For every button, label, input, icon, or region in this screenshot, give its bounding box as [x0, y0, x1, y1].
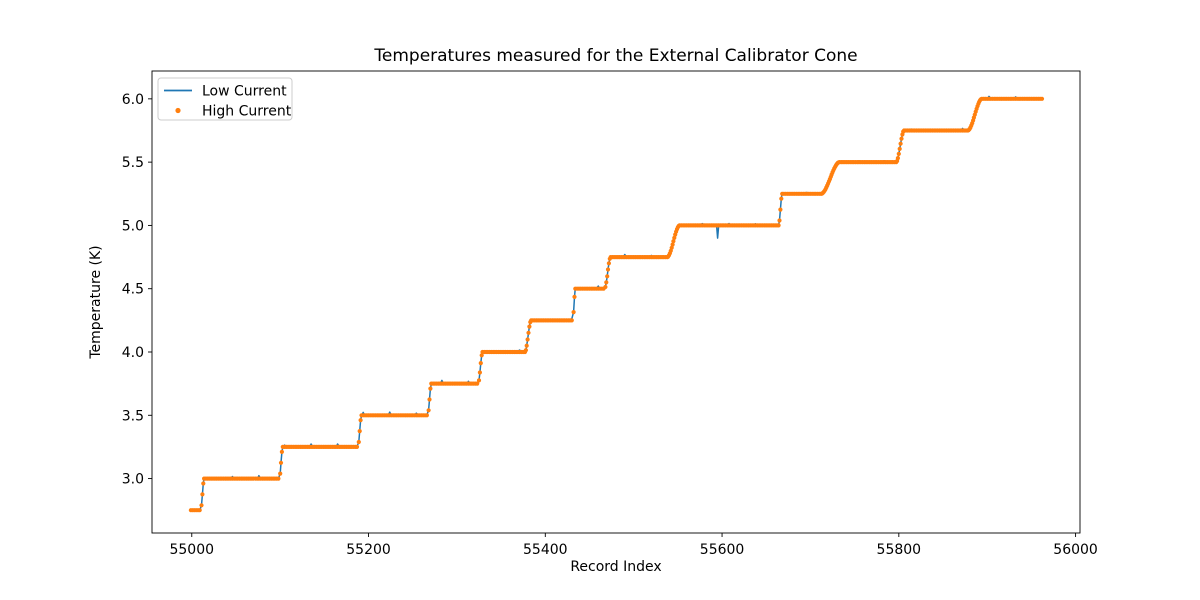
x-tick-label: 55200 — [346, 542, 391, 558]
y-tick-label: 3.0 — [122, 472, 144, 488]
legend-marker-sample — [175, 107, 181, 114]
y-tick-label: 5.5 — [122, 155, 144, 171]
plot-area — [151, 70, 1081, 534]
x-tick-label: 56000 — [1053, 542, 1098, 558]
chart-title: Temperatures measured for the External C… — [373, 46, 857, 66]
y-tick-label: 5.0 — [122, 218, 144, 234]
y-tick-label: 4.0 — [122, 345, 144, 361]
legend-box — [157, 77, 293, 121]
x-tick-label: 55000 — [169, 542, 214, 558]
legend-label-high-current: High Current — [202, 104, 292, 120]
x-axis-label: Record Index — [570, 559, 661, 575]
y-axis-label: Temperature (K) — [88, 245, 104, 359]
legend: Low Current High Current — [157, 77, 293, 121]
y-tick-label: 3.5 — [122, 408, 144, 424]
x-tick-label: 55600 — [700, 542, 745, 558]
y-tick-label: 4.5 — [122, 282, 144, 298]
y-tick-label: 6.0 — [122, 92, 144, 108]
legend-label-low-current: Low Current — [202, 84, 287, 100]
x-tick-label: 55800 — [877, 542, 922, 558]
axis-ticks: 55000 55200 55400 55600 55800 56000 3.0 3.5 4.0 4… — [122, 92, 1098, 558]
data-series — [188, 95, 1045, 513]
x-tick-label: 55400 — [523, 542, 568, 558]
